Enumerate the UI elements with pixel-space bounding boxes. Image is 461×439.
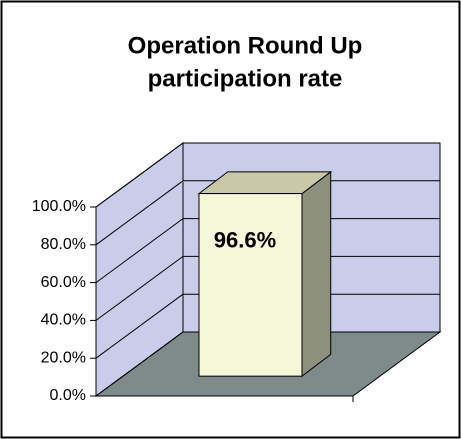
grid-line <box>95 142 184 208</box>
grid-line <box>95 218 184 284</box>
chart-title: participation rate <box>148 65 343 92</box>
y-tick-label: 80.0% <box>41 236 86 253</box>
y-tick-label: 100.0% <box>32 198 86 215</box>
y-tick-label: 60.0% <box>41 274 86 291</box>
grid-line <box>95 331 184 397</box>
chart-title: Operation Round Up <box>128 32 363 59</box>
data-label: 96.6% <box>214 227 276 252</box>
y-tick-label: 0.0% <box>50 387 86 404</box>
y-tick-label: 20.0% <box>41 349 86 366</box>
bar <box>198 193 303 377</box>
bar-side <box>301 170 332 378</box>
y-tick-label: 40.0% <box>41 312 86 329</box>
grid-line <box>95 255 184 321</box>
grid-line <box>95 180 184 246</box>
grid-line <box>95 293 184 359</box>
